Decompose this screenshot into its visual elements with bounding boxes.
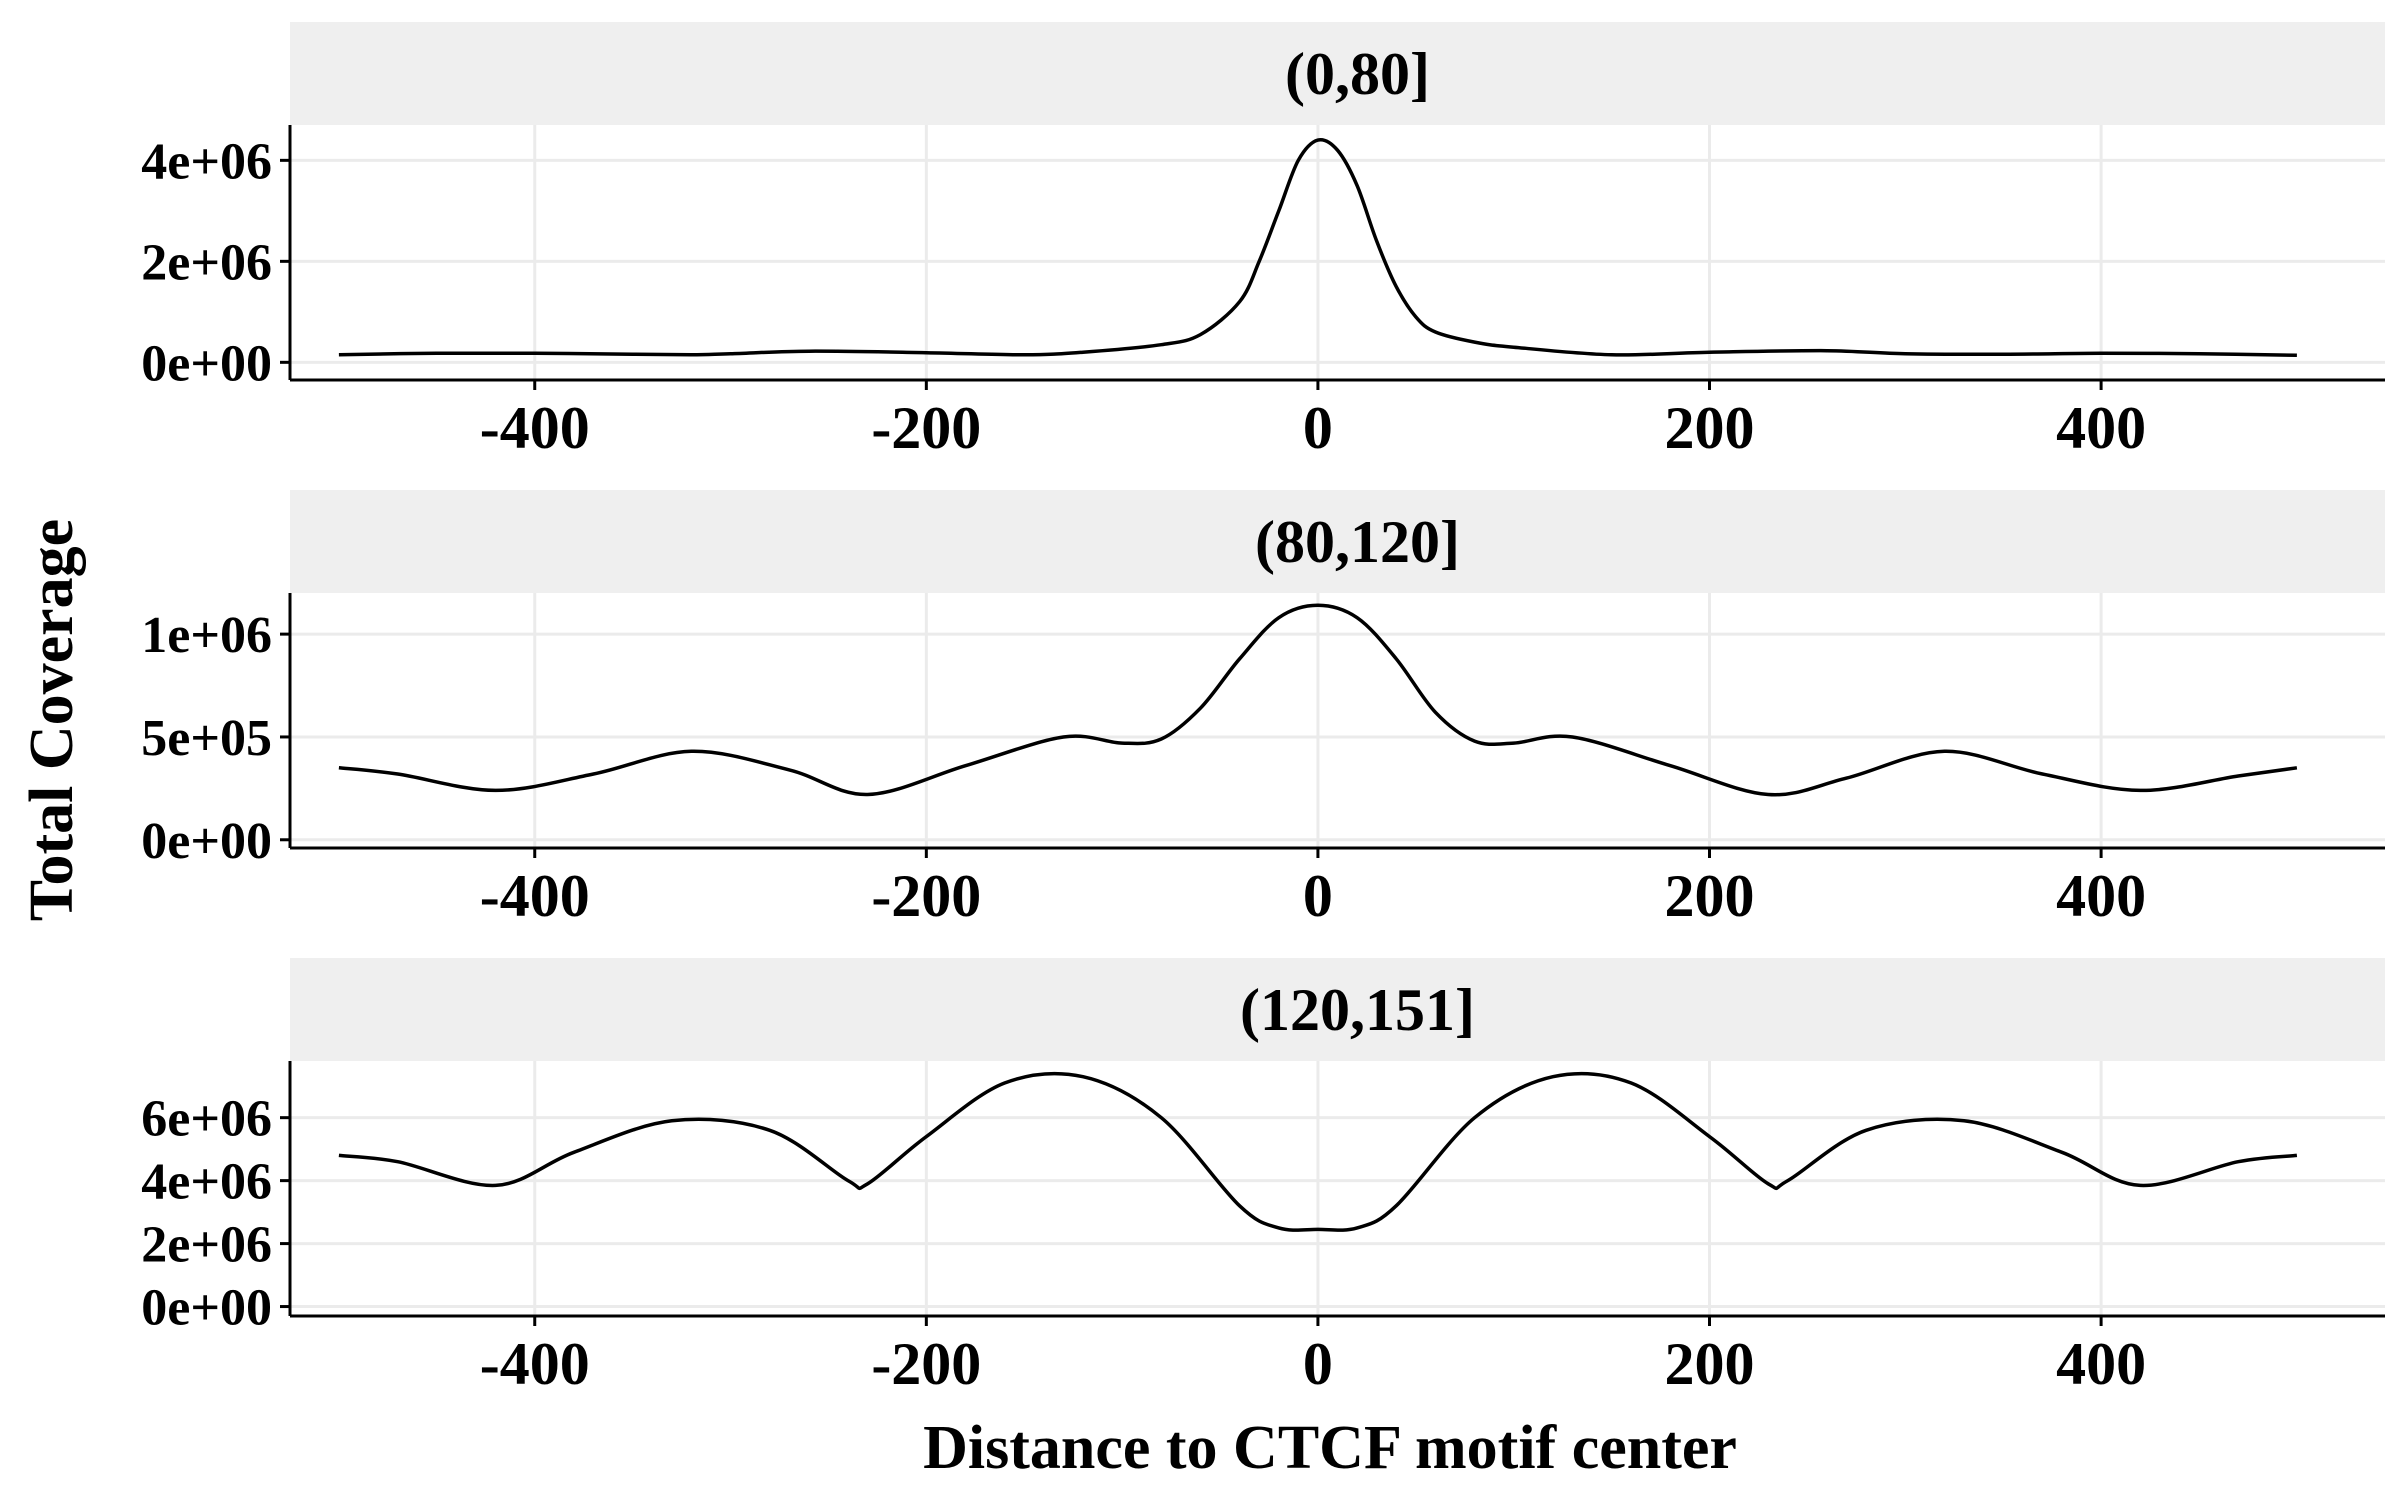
x-tick-label: 0	[1303, 1331, 1333, 1397]
x-tick-label: -200	[871, 1331, 981, 1397]
facet-strip	[290, 490, 2385, 593]
x-tick-label: 200	[1665, 395, 1755, 461]
x-tick-label: -200	[871, 863, 981, 929]
y-tick-label: 0e+00	[141, 1280, 272, 1337]
y-tick-label: 2e+06	[141, 1217, 272, 1274]
y-tick-label: 0e+00	[141, 813, 272, 870]
coverage-line	[338, 138, 2297, 358]
x-tick-label: 400	[2056, 1331, 2146, 1397]
y-tick-label: 1e+06	[141, 607, 272, 664]
facet-panel-3: (120,151] 0e+00 2e+06 4e+06 6e+06 -400 -200 0 20…	[141, 958, 2385, 1397]
y-tick-label: 0e+00	[141, 335, 272, 392]
coverage-line	[338, 1071, 2298, 1232]
x-tick-label: -400	[480, 863, 590, 929]
facet-panel-1: (0,80] 0e+00 2e+06 4e+06 -400 -200 0 200 400	[141, 22, 2385, 461]
y-tick-label: 6e+06	[141, 1091, 272, 1148]
x-axis-title: Distance to CTCF motif center	[923, 1414, 1737, 1482]
facet-strip	[290, 22, 2385, 125]
coverage-line	[338, 603, 2298, 797]
y-axis-title: Total Coverage	[18, 519, 86, 921]
x-tick-label: -200	[871, 395, 981, 461]
x-tick-label: 0	[1303, 395, 1333, 461]
x-tick-label: 400	[2056, 395, 2146, 461]
x-tick-label: -400	[480, 395, 590, 461]
facet-strip-label: (80,120]	[1255, 509, 1460, 575]
facet-strip-label: (0,80]	[1285, 41, 1430, 107]
x-tick-label: 400	[2056, 863, 2146, 929]
facet-strip-label: (120,151]	[1240, 977, 1475, 1043]
y-tick-label: 2e+06	[141, 234, 272, 291]
y-tick-label: 4e+06	[141, 1154, 272, 1211]
y-tick-label: 5e+05	[141, 710, 272, 767]
facet-strip	[290, 958, 2385, 1061]
x-tick-label: 200	[1665, 863, 1755, 929]
y-tick-label: 4e+06	[141, 133, 272, 190]
facet-panel-2: (80,120] 0e+00 5e+05 1e+06 -400 -200 0 200 400	[141, 490, 2385, 929]
x-tick-label: 0	[1303, 863, 1333, 929]
x-tick-label: -400	[480, 1331, 590, 1397]
x-tick-label: 200	[1665, 1331, 1755, 1397]
